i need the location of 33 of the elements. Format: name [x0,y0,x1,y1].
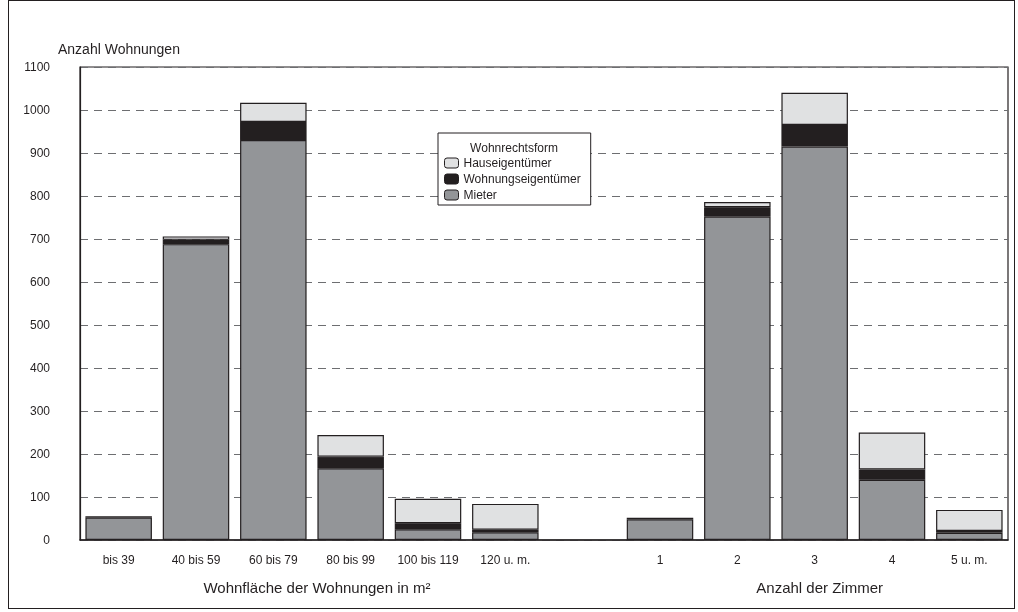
x-tick-label: 120 u. m. [480,553,531,567]
y-tick-label: 0 [43,533,51,547]
text: Anzahl der Zimmer [756,579,884,596]
y-tick-label: 1000 [23,103,51,117]
x-tick-label: 60 bis 79 [248,553,299,567]
x-tick-label: 1 [656,553,664,567]
y-tick-label: 900 [29,146,51,160]
bar [162,236,230,240]
x-tick-label: 100 bis 119 [397,553,459,567]
bar [936,509,1003,531]
y-tick-label: 400 [29,361,51,375]
y-tick-label: 800 [29,189,51,203]
legend-label: Hauseigentümer [463,156,552,170]
y-tick-label: 100 [29,490,51,504]
y-tick-label: 700 [29,232,51,246]
y-tick-label: 300 [29,404,51,418]
legend-title: Wohnrechtsform [470,141,558,155]
x-tick-label: 5 u. m. [950,553,988,567]
y-tick-label: 600 [29,275,51,289]
y-tick-label: 200 [29,447,51,461]
x-tick-label: 3 [811,553,819,567]
x-tick-label: 80 bis 99 [326,553,376,567]
x-tick-label: 2 [733,553,741,567]
legend-label: Mieter [463,188,497,202]
y-axis-title: Anzahl Wohnungen [58,41,180,57]
x-tick-label: 4 [888,553,896,567]
y-tick-label: 500 [29,318,51,332]
x-tick-label: bis 39 [102,553,135,567]
bar [472,503,539,530]
legend-label: Wohnungseigentümer [463,172,581,186]
x-tick-label: 40 bis 59 [171,553,221,567]
text: Wohnfläche der Wohnungen in m² [203,579,431,596]
y-tick-label: 1100 [24,60,51,74]
